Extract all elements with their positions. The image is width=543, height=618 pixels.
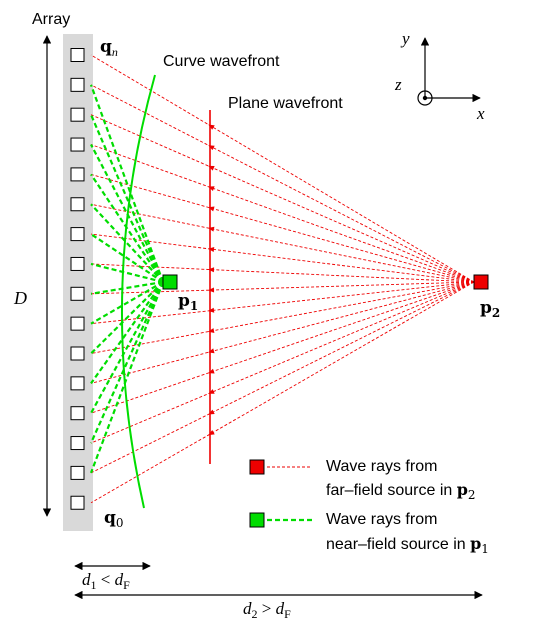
curve-wavefront-label: Curve wavefront [163, 53, 280, 70]
far-field-ray [90, 144, 475, 283]
far-field-ray [90, 54, 475, 283]
coordinate-axes: y z x [394, 29, 485, 123]
array-label: Array [32, 11, 70, 28]
far-field-ray-arrowhead [208, 165, 215, 171]
far-field-ray-arrowhead [208, 389, 215, 394]
far-field-ray-arrowhead [208, 348, 215, 354]
far-field-rays [90, 54, 475, 504]
far-field-ray [90, 281, 475, 444]
far-field-ray-arrowhead [208, 186, 215, 191]
plane-wavefront-label: Plane wavefront [228, 95, 343, 112]
near-field-ray [89, 114, 165, 283]
array-element-icon [70, 316, 85, 331]
array-element-icon [70, 227, 85, 242]
array-element-icon [70, 495, 85, 510]
array-element-icon [70, 77, 85, 92]
array-element-icon [70, 197, 85, 212]
far-field-ray-arrowhead [208, 287, 215, 293]
qn-label: qn [100, 37, 118, 59]
far-field-ray [90, 114, 475, 283]
far-field-ray [90, 281, 475, 384]
array-element-icon [70, 48, 85, 62]
d1-label: d1 < dF [82, 570, 130, 592]
near-field-ray [90, 281, 164, 384]
near-field-ray [89, 84, 165, 283]
near-field-source-p1 [162, 274, 178, 290]
far-field-ray-arrowhead [208, 206, 215, 212]
p2-label: p2 [480, 298, 500, 320]
array-element-icon [70, 107, 85, 122]
d2-label: d2 > dF [243, 599, 291, 618]
z-axis-circle-icon [417, 90, 433, 106]
far-field-ray [90, 233, 475, 283]
near-field-ray [90, 262, 164, 284]
array-element-icon [70, 346, 85, 361]
near-field-ray [89, 281, 165, 474]
legend-near-line1: Wave rays from [326, 511, 437, 528]
far-field-ray [90, 281, 475, 474]
far-field-ray [90, 263, 475, 283]
legend-near-line2: near–field source in p1 [326, 534, 489, 556]
far-field-ray [90, 84, 475, 283]
far-field-ray-arrowhead [208, 246, 215, 252]
x-axis-label: x [476, 104, 485, 123]
near-field-ray [89, 281, 165, 444]
near-field-ray [90, 280, 164, 295]
curve-wavefront [120, 74, 156, 509]
array-element-icon [70, 465, 85, 480]
array-element-icon [70, 286, 85, 301]
far-field-ray-arrowhead [208, 226, 215, 232]
legend-far-line2: far–field source in p2 [326, 480, 476, 502]
p1-label: p1 [178, 291, 198, 313]
far-field-ray-arrowhead [208, 328, 215, 334]
far-field-ray [90, 281, 475, 325]
near-field-ray [90, 281, 164, 325]
near-field-ray [90, 281, 164, 355]
legend: Wave rays from far–field source in p2 Wa… [249, 458, 489, 556]
legend-far-line1: Wave rays from [326, 458, 437, 475]
array-elements [70, 48, 85, 510]
array-element-icon [70, 167, 85, 182]
legend-near-swatch [249, 512, 265, 528]
near-field-ray [90, 233, 164, 283]
far-field-ray [90, 281, 475, 295]
z-axis-dot-icon [422, 95, 428, 101]
far-field-ray [90, 281, 475, 414]
q0-label: q0 [104, 508, 124, 530]
far-field-ray [90, 203, 475, 283]
array-element-icon [70, 436, 85, 451]
far-field-source-p2 [473, 274, 489, 290]
aperture-D-label: D [13, 288, 27, 308]
far-field-ray-arrowhead [208, 368, 215, 374]
y-axis-label: y [400, 29, 410, 48]
far-field-ray-arrowhead [208, 307, 215, 313]
array-element-icon [70, 256, 85, 271]
far-field-ray [90, 173, 475, 283]
z-axis-label: z [394, 75, 402, 94]
array-element-icon [70, 376, 85, 391]
array-element-icon [70, 137, 85, 152]
far-field-ray-arrowhead [208, 267, 215, 273]
near-field-ray [90, 144, 164, 283]
far-field-ray [90, 281, 475, 504]
near-field-ray [90, 281, 164, 414]
near-field-ray [90, 203, 164, 283]
array-element-icon [70, 406, 85, 421]
legend-far-swatch [249, 459, 265, 475]
